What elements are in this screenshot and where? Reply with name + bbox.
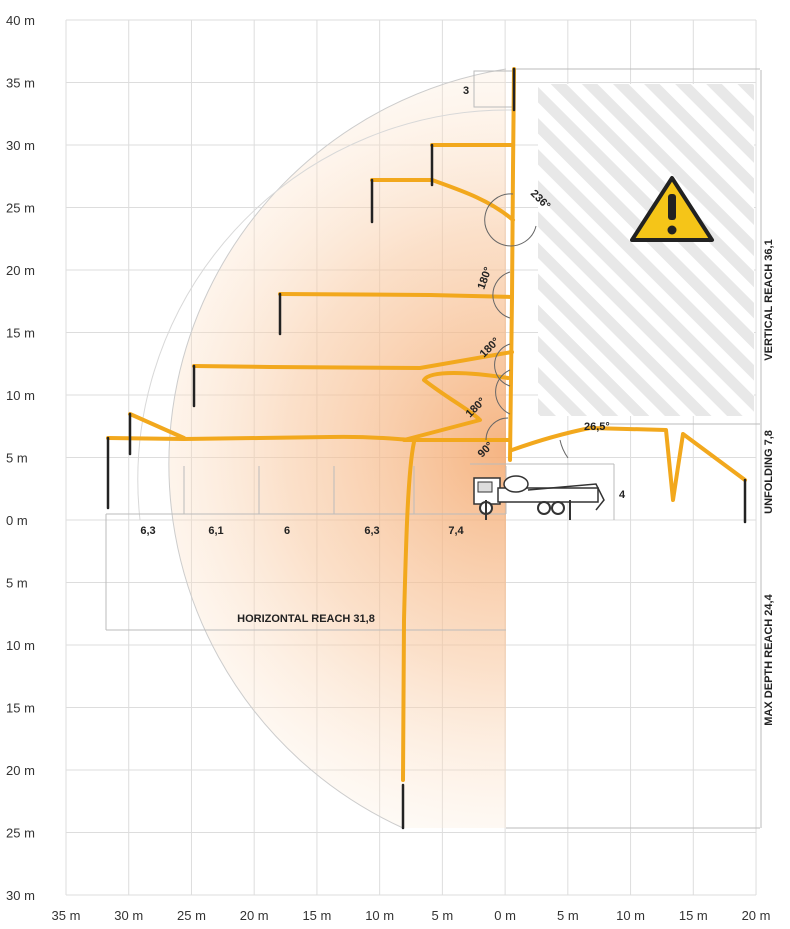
boom-fold-3	[278, 292, 514, 299]
y-tick-label: 15 m	[6, 326, 35, 341]
angle-label-unfold: 26,5°	[584, 421, 610, 433]
section-label-3: 6	[284, 525, 290, 537]
restricted-zone	[538, 84, 754, 416]
y-tick-label: 35 m	[6, 76, 35, 91]
y-tick-label: 30 m	[6, 888, 35, 903]
boom-fold-1	[370, 178, 515, 222]
vertical-reach-label: VERTICAL REACH 36,1	[763, 239, 775, 360]
max-depth-reach-label: MAX DEPTH REACH 24,4	[763, 593, 775, 725]
x-tick-label: 10 m	[616, 908, 645, 923]
truck-icon	[473, 475, 605, 520]
y-tick-label: 25 m	[6, 826, 35, 841]
y-tick-label: 25 m	[6, 201, 35, 216]
boom-horizontal	[106, 434, 510, 442]
horizontal-reach-label: HORIZONTAL REACH 31,8	[237, 613, 375, 625]
inner-reach-arc	[137, 109, 515, 521]
unfolding-label: UNFOLDING 7,8	[763, 430, 775, 514]
boom-upper-arm	[128, 412, 186, 440]
angle-arcs	[484, 193, 569, 459]
reach-envelope	[168, 69, 506, 828]
x-tick-label: 15 m	[679, 908, 708, 923]
boom-depth	[401, 440, 416, 782]
section-label-2: 6,1	[208, 525, 223, 537]
x-tick-label: 35 m	[52, 908, 81, 923]
y-tick-label: 30 m	[6, 138, 35, 153]
outrigger-height-label: 4	[619, 489, 626, 501]
section-label-5: 7,4	[448, 525, 464, 537]
y-tick-label: 15 m	[6, 701, 35, 716]
section-label-1: 6,3	[140, 525, 155, 537]
x-axis: 35 m 30 m 25 m 20 m 15 m 10 m 5 m 0 m 5 m 10 m 15 …	[52, 908, 771, 923]
y-tick-label: 10 m	[6, 388, 35, 403]
y-tick-label: 20 m	[6, 763, 35, 778]
y-tick-label: 10 m	[6, 638, 35, 653]
boom-unfold	[510, 426, 747, 502]
section-tip-label: 3	[463, 85, 469, 97]
boom-fold-5	[402, 371, 510, 442]
y-tick-label: 0 m	[6, 513, 28, 528]
x-tick-label: 0 m	[494, 908, 516, 923]
x-tick-label: 25 m	[177, 908, 206, 923]
x-tick-label: 5 m	[557, 908, 579, 923]
y-tick-label: 5 m	[6, 576, 28, 591]
x-tick-label: 20 m	[240, 908, 269, 923]
reference-lines	[105, 68, 760, 829]
y-tick-label: 40 m	[6, 13, 35, 28]
y-tick-label: 20 m	[6, 263, 35, 278]
reach-envelope-edge	[168, 68, 507, 829]
x-tick-label: 15 m	[302, 908, 331, 923]
x-tick-label: 10 m	[365, 908, 394, 923]
section-label-4: 6,3	[364, 525, 379, 537]
x-tick-label: 20 m	[742, 908, 771, 923]
x-tick-label: 30 m	[114, 908, 143, 923]
y-tick-label: 5 m	[6, 451, 28, 466]
boom-fold-4	[192, 350, 514, 370]
x-tick-label: 5 m	[432, 908, 454, 923]
warning-icon	[630, 176, 714, 242]
y-axis: 40 m 35 m 30 m 25 m 20 m 15 m 10 m 5 m 0 m 5 m 10 …	[6, 13, 35, 903]
boom-tips	[106, 67, 747, 830]
boom	[106, 67, 747, 782]
boom-vertical	[508, 67, 516, 462]
